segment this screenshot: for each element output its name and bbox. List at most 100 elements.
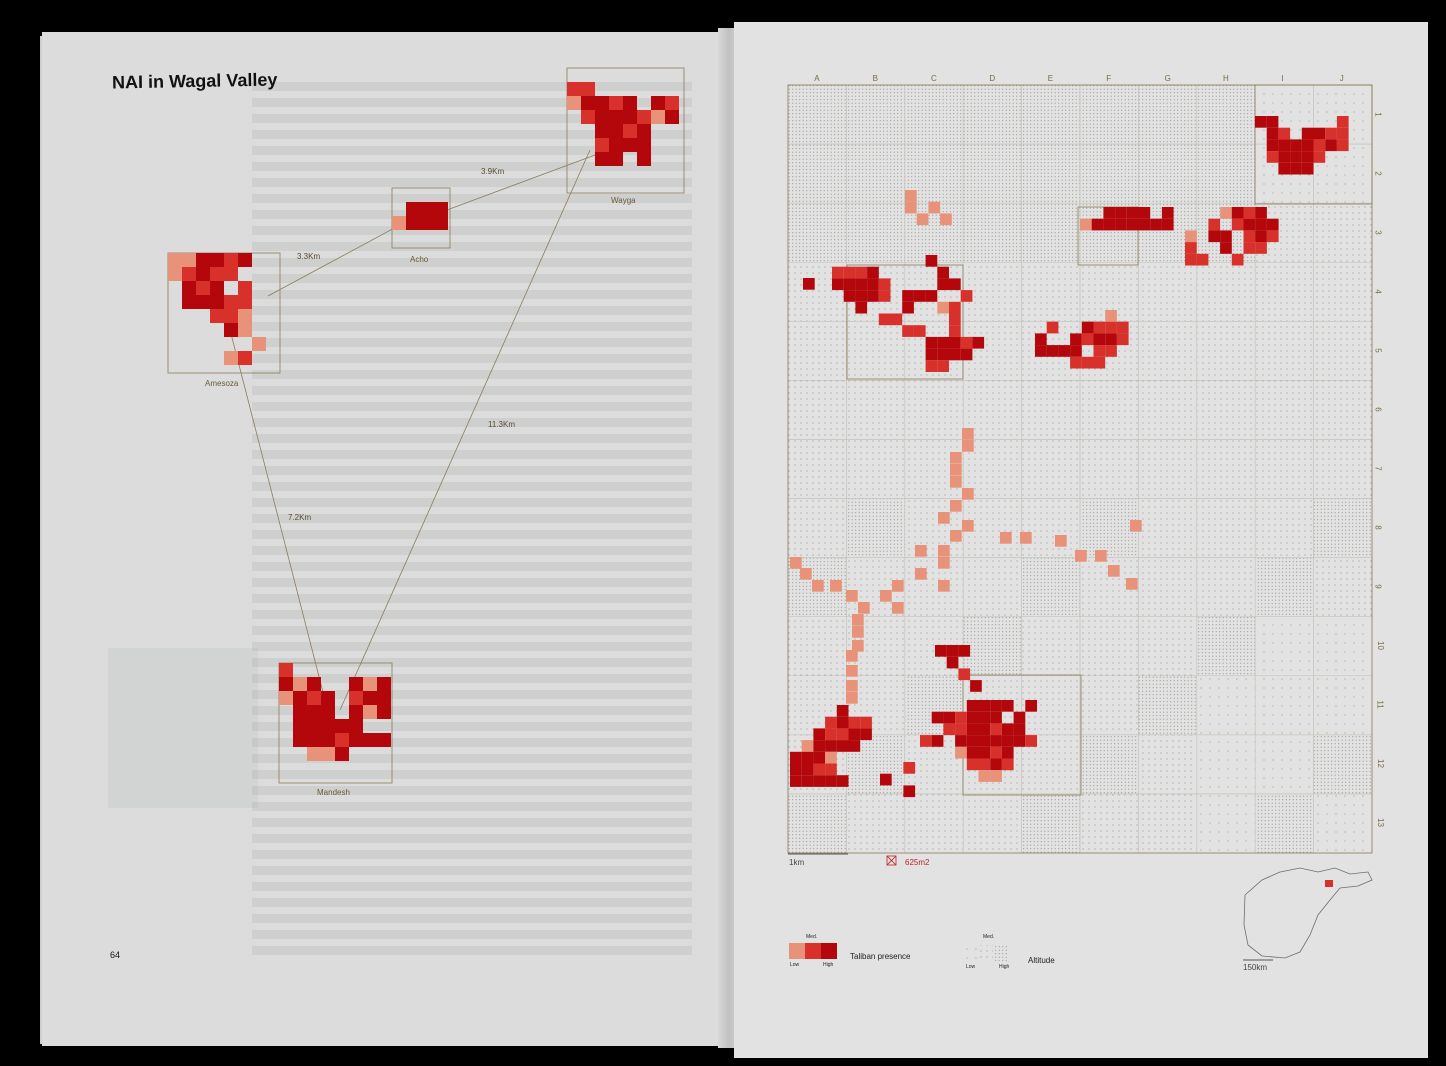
mandesh-heatmap-cell [293, 733, 307, 747]
presence-cell-sw [813, 728, 826, 741]
presence-cell-e5 [1070, 356, 1082, 369]
presence-cell-cd4 [890, 313, 903, 326]
presence-cell-cd4 [855, 301, 868, 314]
presence-cell-trail [852, 640, 864, 652]
presence-cell-e [1196, 253, 1209, 266]
presence-cell-e [1220, 242, 1232, 254]
presence-cell-trail [846, 665, 858, 677]
acho-heatmap-cell [406, 202, 420, 216]
presence-cell-cd4 [949, 313, 961, 326]
connector-line [419, 144, 623, 221]
wayga-heatmap-cell [651, 96, 665, 110]
legend-altitude-med: Med. [983, 934, 995, 940]
presence-cell-cd4 [867, 290, 879, 302]
amesoza-heatmap-cell [238, 351, 252, 365]
presence-cell-sw [836, 728, 849, 741]
presence-cell-cd4 [925, 290, 938, 302]
wayga-heatmap-cell [637, 124, 651, 138]
altitude-grid-cell [787, 143, 847, 204]
altitude-grid-cell [1079, 675, 1139, 736]
presence-cell-d11 [1001, 700, 1014, 712]
altitude-grid-cell [1138, 439, 1198, 499]
presence-cell [903, 762, 916, 774]
presence-cell-trail [950, 464, 962, 476]
legend-altitude-label: Altitude [1028, 956, 1055, 965]
altitude-grid-cell [787, 202, 847, 263]
legend-swatch-med [805, 943, 821, 959]
mandesh-heatmap-cell [293, 719, 307, 733]
amesoza-heatmap-cell [196, 281, 210, 295]
altitude-grid-cell [962, 261, 1022, 322]
presence-cell-d11 [1001, 758, 1014, 771]
altitude-grid-cell [962, 143, 1022, 204]
legend-altitude-med [979, 945, 993, 961]
presence-cell-e [1231, 218, 1244, 231]
amesoza-heatmap-cell [224, 267, 238, 281]
presence-cell-ne [1290, 162, 1302, 175]
presence-cell-cd4 [843, 266, 856, 279]
presence-cell-ne [1278, 151, 1291, 163]
presence-cell-e [1231, 207, 1244, 219]
presence-cell-d11 [966, 723, 979, 736]
mandesh-heatmap-cell [349, 691, 363, 705]
presence-cell-d11 [978, 758, 991, 771]
altitude-grid-cell [962, 793, 1022, 854]
altitude-grid-cell [1079, 498, 1139, 558]
altitude-grid-cell [904, 84, 964, 145]
altitude-grid-cell [1138, 734, 1198, 795]
presence-cell-cd4 [925, 255, 938, 267]
grid-row-label: 8 [1373, 525, 1383, 530]
presence-cell-sw [825, 763, 837, 776]
amesoza-heatmap-cell [224, 309, 238, 323]
left-page [42, 32, 732, 1046]
presence-cell-e [1255, 207, 1267, 219]
amesoza-heatmap-cell [210, 253, 224, 267]
mandesh-heatmap-cell [279, 677, 293, 691]
presence-cell-sw [860, 716, 872, 729]
presence-cell-trail [1108, 565, 1120, 577]
presence-cell-ne [1266, 139, 1279, 152]
presence-cell-sw [848, 728, 861, 741]
wayga-heatmap-frame [566, 67, 685, 194]
altitude-grid-cell [904, 793, 964, 854]
presence-cell-sw [825, 751, 837, 764]
presence-cell-d11 [1025, 735, 1037, 747]
presence-cell-e5 [1105, 310, 1117, 322]
presence-cell-cd4 [937, 278, 949, 291]
mandesh-heatmap-cell [321, 747, 335, 761]
presence-cell-d11 [931, 735, 944, 747]
presence-cell-d11 [1001, 723, 1014, 736]
presence-cell-d11 [990, 735, 1002, 747]
legend-swatch-high [821, 943, 837, 959]
presence-cell-sw [801, 751, 814, 764]
presence-cell-ne [1278, 162, 1291, 175]
altitude-grid-cell [1313, 675, 1373, 736]
wayga-heatmap-cell [665, 96, 679, 110]
presence-cell-d11 [966, 735, 979, 747]
presence-cell-sw [801, 740, 814, 752]
altitude-grid-cell [1196, 734, 1256, 795]
presence-cell-d11 [966, 746, 979, 759]
amesoza-heatmap-cell [224, 351, 238, 365]
presence-cell-ne [1266, 127, 1279, 140]
altitude-grid-cell [1254, 498, 1314, 558]
grid-column-label: G [1164, 74, 1171, 83]
presence-cell-trail [950, 476, 962, 488]
page-number: 64 [110, 950, 121, 960]
site-highlight-frame [1254, 84, 1373, 205]
mandesh-heatmap-cell [335, 719, 349, 733]
presence-cell-trail [858, 602, 870, 614]
mandesh-heatmap-cell [377, 677, 391, 691]
presence-cell-e5 [1105, 321, 1117, 334]
presence-cell-ne [1290, 139, 1302, 152]
presence-cell-c [958, 645, 971, 657]
site-label-mandesh: Mandesh [317, 788, 350, 797]
presence-cell-trail [962, 440, 974, 452]
presence-cell-d11 [990, 700, 1002, 712]
presence-cell-f3 [1138, 207, 1151, 219]
altitude-grid-cell [1079, 380, 1139, 440]
presence-cell-cd4 [902, 301, 914, 314]
altitude-grid-cell [1254, 557, 1314, 617]
presence-cell-cd4 [925, 348, 938, 361]
altitude-grid-cell [1254, 675, 1314, 736]
